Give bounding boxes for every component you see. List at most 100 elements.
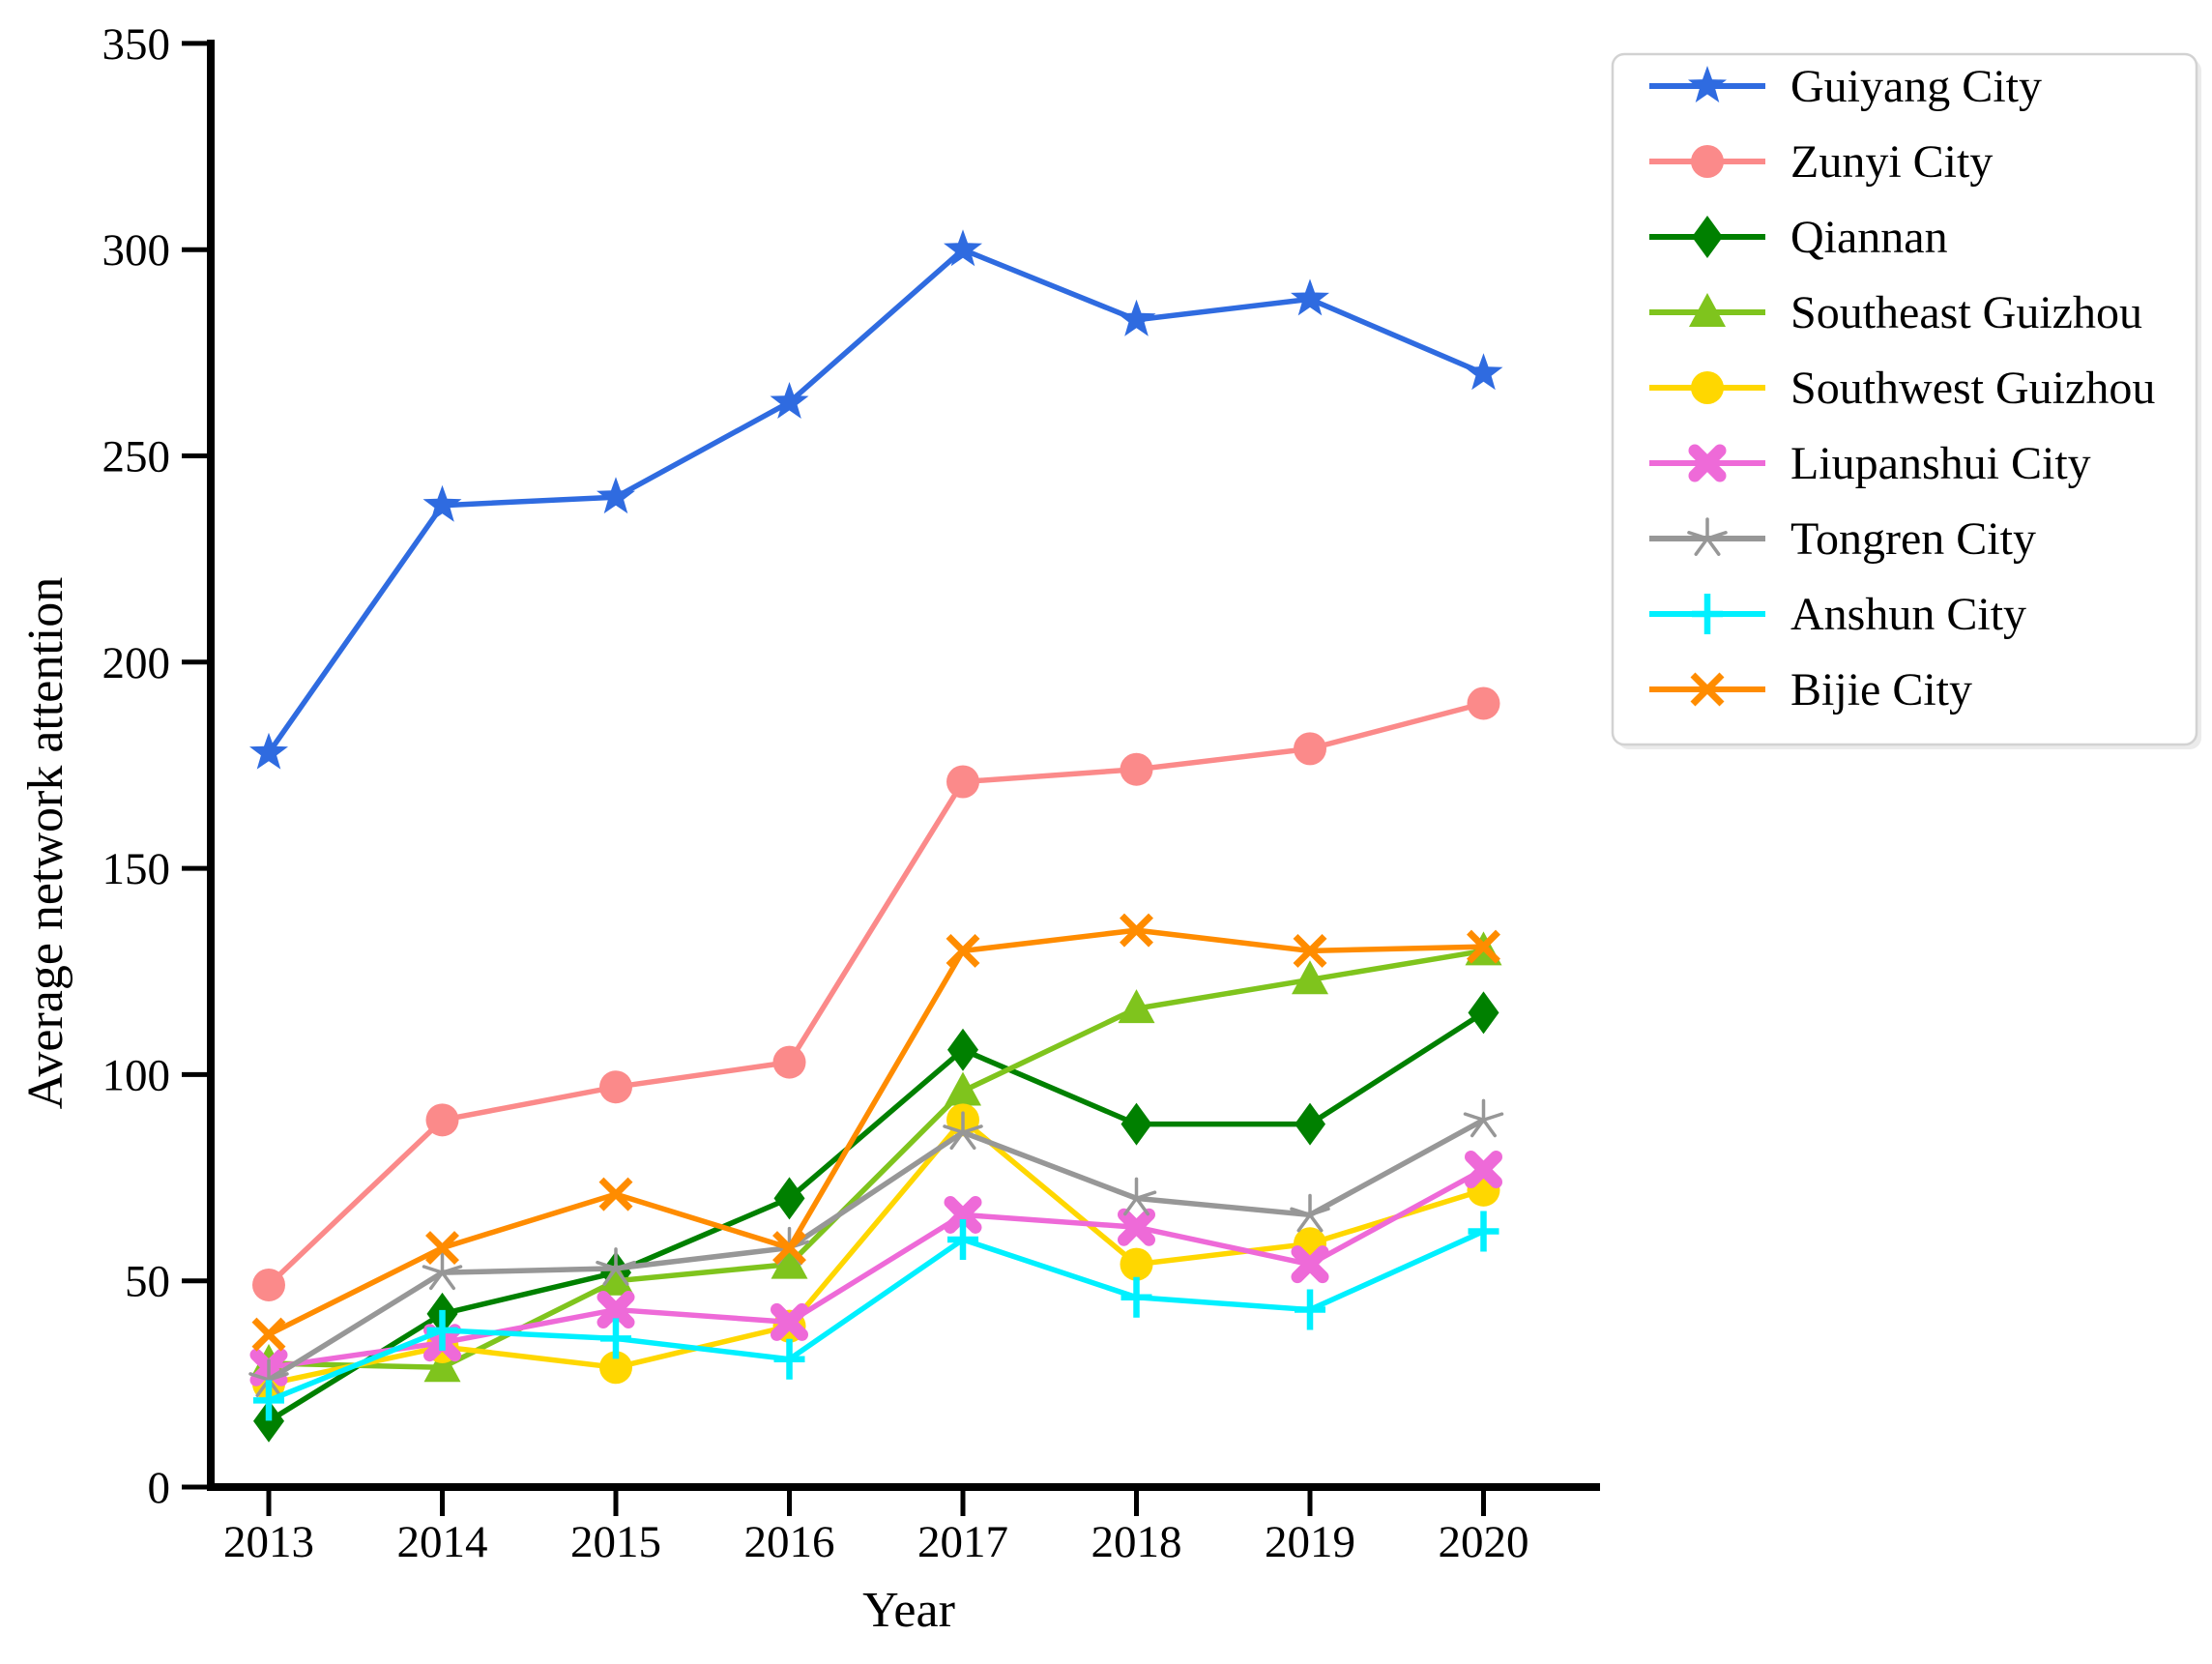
y-axis-title: Average network attention (18, 576, 73, 1110)
series-marker-guiyang-city (422, 484, 462, 522)
series-marker-zunyi-city (946, 765, 979, 799)
series-marker-tongren-city (1134, 1196, 1150, 1216)
y-tick-label: 100 (102, 1050, 171, 1100)
series-marker-liupanshui-city (944, 1195, 982, 1234)
legend-sample-marker (1688, 66, 1727, 102)
series-line-tongren-city (267, 1117, 1485, 1383)
series-marker-southeast-guizhou (945, 1071, 981, 1106)
series-marker-southeast-guizhou (1292, 960, 1328, 995)
y-tick-label: 350 (102, 19, 171, 70)
series-line-southeast-guizhou (268, 948, 1484, 1371)
legend-label-bijie-city: Bijie City (1790, 664, 1972, 715)
series-marker-bijie-city (946, 933, 980, 968)
series-marker-tongren-city (422, 1265, 445, 1274)
legend-sample-marker (1705, 537, 1721, 556)
x-tick-label: 2013 (223, 1517, 314, 1567)
series-marker-tongren-city (614, 1267, 629, 1286)
series-marker-tongren-city (943, 1124, 965, 1134)
series-marker-bijie-city (772, 1231, 806, 1266)
series-marker-tongren-city (949, 1130, 965, 1151)
series-marker-southeast-guizhou (1118, 989, 1155, 1024)
legend-sample-marker (1690, 672, 1725, 707)
series-marker-zunyi-city (252, 1268, 285, 1301)
legend-box (1611, 52, 2198, 746)
series-marker-zunyi-city (599, 1070, 632, 1104)
x-tick-label: 2020 (1439, 1517, 1529, 1567)
series-marker-qiannan (253, 1399, 284, 1443)
series-marker-bijie-city (251, 1317, 286, 1352)
series-marker-tongren-city (614, 1260, 636, 1270)
series-marker-qiannan (947, 1028, 978, 1071)
x-tick-label: 2016 (744, 1517, 835, 1567)
series-line-liupanshui-city (268, 1167, 1485, 1371)
series-line-qiannan (267, 1010, 1485, 1424)
series-marker-zunyi-city (425, 1103, 459, 1137)
legend-sample-marker (1688, 444, 1727, 482)
series-marker-guiyang-city (597, 477, 635, 514)
y-tick-label: 150 (102, 844, 171, 894)
series-line-anshun-city (267, 1229, 1485, 1403)
legend-sample-marker (1705, 531, 1728, 540)
series-line-bijie-city (267, 927, 1484, 1337)
series-marker-tongren-city (1481, 1118, 1498, 1138)
series-marker-tongren-city (440, 1265, 463, 1274)
y-tick-label: 200 (102, 638, 171, 688)
series-marker-tongren-city (1290, 1207, 1312, 1217)
series-marker-liupanshui-city (1118, 1208, 1155, 1246)
series-line-guiyang-city (266, 247, 1485, 755)
series-marker-tongren-city (1296, 1212, 1312, 1233)
series-marker-tongren-city (1116, 1190, 1139, 1201)
series-marker-southeast-guizhou (771, 1244, 808, 1279)
legend-sample-marker (1694, 537, 1709, 556)
series-marker-tongren-city (961, 1124, 983, 1134)
series-marker-guiyang-city (249, 732, 288, 770)
series-marker-tongren-city (961, 1130, 976, 1151)
legend-label-anshun-city: Anshun City (1790, 589, 2026, 640)
series-marker-tongren-city (1470, 1118, 1486, 1138)
series-marker-southeast-guizhou (423, 1348, 461, 1383)
x-tick-label: 2019 (1265, 1517, 1355, 1567)
legend-sample-marker (1689, 293, 1726, 327)
series-marker-guiyang-city (1117, 299, 1156, 336)
series-marker-zunyi-city (772, 1045, 806, 1079)
series-marker-guiyang-city (1464, 353, 1503, 391)
series-marker-zunyi-city (1467, 686, 1500, 720)
series-marker-guiyang-city (770, 382, 809, 419)
legend-sample-marker (1691, 145, 1724, 178)
series-marker-southeast-guizhou (597, 1261, 634, 1296)
series-marker-guiyang-city (1291, 278, 1329, 316)
series-marker-tongren-city (1308, 1207, 1330, 1217)
x-axis-title: Year (862, 1583, 955, 1638)
series-marker-tongren-city (596, 1260, 618, 1270)
legend-label-guiyang-city: Guiyang City (1790, 61, 2042, 112)
legend-label-southeast-guizhou: Southeast Guizhou (1790, 287, 2142, 338)
y-tick-label: 0 (148, 1463, 171, 1513)
legend-sample-marker (1692, 216, 1723, 258)
series-marker-zunyi-city (1120, 752, 1153, 786)
series-marker-tongren-city (1481, 1112, 1504, 1123)
y-tick-label: 50 (125, 1257, 170, 1307)
y-tick-label: 300 (102, 225, 171, 276)
series-marker-qiannan (1295, 1102, 1325, 1146)
x-tick-label: 2015 (570, 1517, 661, 1567)
legend-sample-marker (1687, 531, 1709, 540)
series-marker-zunyi-city (1294, 732, 1326, 766)
series-marker-guiyang-city (944, 229, 982, 267)
series-marker-liupanshui-city (597, 1291, 635, 1329)
series-marker-bijie-city (1293, 933, 1327, 968)
series-marker-qiannan (773, 1177, 805, 1220)
series-marker-qiannan (1468, 991, 1499, 1035)
legend-sample-marker (1691, 371, 1724, 404)
series-line-zunyi-city (267, 700, 1485, 1287)
series-marker-tongren-city (248, 1372, 271, 1382)
series-marker-qiannan (1121, 1102, 1152, 1146)
series-marker-tongren-city (602, 1267, 618, 1286)
series-marker-tongren-city (267, 1372, 289, 1382)
series-marker-tongren-city (1134, 1190, 1157, 1201)
series-marker-bijie-city (1120, 913, 1153, 948)
legend-label-liupanshui-city: Liupanshui City (1790, 438, 2091, 489)
series-marker-bijie-city (1467, 929, 1500, 964)
series-marker-tongren-city (1463, 1112, 1486, 1123)
